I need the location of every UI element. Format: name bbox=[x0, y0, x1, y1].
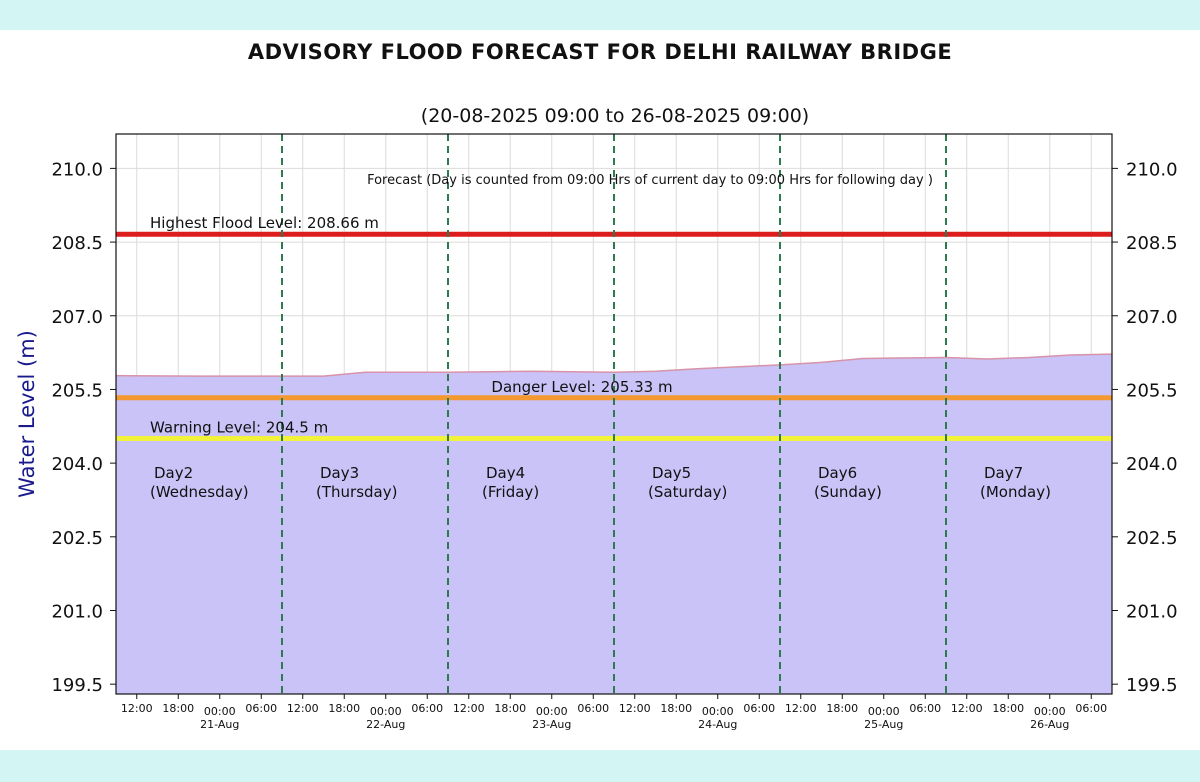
reference-line-label: Danger Level: 205.33 m bbox=[491, 378, 672, 396]
x-date-label: 22-Aug bbox=[366, 718, 405, 731]
x-tick-label: 18:00 bbox=[494, 702, 526, 715]
x-tick-label: 06:00 bbox=[743, 702, 775, 715]
y-tick-label-right: 205.5 bbox=[1126, 380, 1178, 401]
x-tick-label: 18:00 bbox=[328, 702, 360, 715]
day-dividers bbox=[281, 134, 947, 694]
day-label: Day6 bbox=[818, 464, 857, 482]
x-tick-label: 12:00 bbox=[287, 702, 319, 715]
y-tick-label-right: 199.5 bbox=[1126, 675, 1178, 696]
chart-subtitle: (20-08-2025 09:00 to 26-08-2025 09:00) bbox=[420, 105, 810, 127]
x-date-label: 26-Aug bbox=[1030, 718, 1069, 731]
day-label: Day2 bbox=[154, 464, 193, 482]
x-tick-label: 18:00 bbox=[992, 702, 1024, 715]
reference-line-label: Warning Level: 204.5 m bbox=[150, 419, 328, 437]
y-tick-label-left: 204.0 bbox=[51, 454, 103, 475]
reference-line-label: Highest Flood Level: 208.66 m bbox=[150, 214, 379, 232]
day-label: Day4 bbox=[486, 464, 525, 482]
x-tick-label: 06:00 bbox=[1075, 702, 1107, 715]
day-weekday-label: (Wednesday) bbox=[150, 483, 249, 501]
x-tick-label: 00:00 bbox=[204, 705, 236, 718]
x-tick-label: 12:00 bbox=[785, 702, 817, 715]
day-weekday-label: (Friday) bbox=[482, 483, 539, 501]
x-date-label: 25-Aug bbox=[864, 718, 903, 731]
x-tick-label: 00:00 bbox=[702, 705, 734, 718]
chart-title: ADVISORY FLOOD FORECAST FOR DELHI RAILWA… bbox=[247, 40, 953, 64]
y-tick-label-right: 207.0 bbox=[1126, 307, 1178, 328]
y-tick-label-right: 210.0 bbox=[1126, 159, 1178, 180]
x-tick-label: 18:00 bbox=[162, 702, 194, 715]
x-tick-label: 06:00 bbox=[411, 702, 443, 715]
x-tick-label: 12:00 bbox=[951, 702, 983, 715]
day-label: Day5 bbox=[652, 464, 691, 482]
forecast-line bbox=[115, 353, 1113, 377]
x-date-label: 23-Aug bbox=[532, 718, 571, 731]
axes: 199.5 199.5 201.0 201.0 202.5 202.5 204.0 204.0… bbox=[15, 133, 1178, 731]
x-tick-label: 06:00 bbox=[577, 702, 609, 715]
x-tick-label: 00:00 bbox=[370, 705, 402, 718]
x-tick-label: 18:00 bbox=[826, 702, 858, 715]
day-weekday-label: (Saturday) bbox=[648, 483, 727, 501]
y-tick-label-right: 202.5 bbox=[1126, 528, 1178, 549]
day-weekday-label: (Thursday) bbox=[316, 483, 397, 501]
x-tick-label: 12:00 bbox=[453, 702, 485, 715]
x-date-label: 24-Aug bbox=[698, 718, 737, 731]
x-tick-label: 06:00 bbox=[245, 702, 277, 715]
day-weekday-label: (Sunday) bbox=[814, 483, 882, 501]
x-tick-label: 12:00 bbox=[619, 702, 651, 715]
forecast-annotation: Forecast (Day is counted from 09:00 Hrs … bbox=[367, 173, 933, 188]
day-weekday-label: (Monday) bbox=[980, 483, 1051, 501]
chart-texts: Highest Flood Level: 208.66 m Danger Leve… bbox=[150, 173, 1051, 501]
x-tick-label: 00:00 bbox=[536, 705, 568, 718]
x-tick-label: 18:00 bbox=[660, 702, 692, 715]
x-tick-label: 00:00 bbox=[868, 705, 900, 718]
y-tick-label-left: 202.5 bbox=[51, 528, 103, 549]
y-tick-label-right: 208.5 bbox=[1126, 233, 1178, 254]
plot-frame bbox=[115, 133, 1113, 695]
y-tick-label-right: 201.0 bbox=[1126, 601, 1178, 622]
y-tick-label-right: 204.0 bbox=[1126, 454, 1178, 475]
y-axis-label: Water Level (m) bbox=[15, 330, 39, 498]
x-tick-label: 00:00 bbox=[1034, 705, 1066, 718]
y-tick-label-left: 201.0 bbox=[51, 601, 103, 622]
x-date-label: 21-Aug bbox=[200, 718, 239, 731]
y-tick-label-left: 199.5 bbox=[51, 675, 103, 696]
y-tick-label-left: 205.5 bbox=[51, 380, 103, 401]
y-tick-label-left: 207.0 bbox=[51, 307, 103, 328]
y-tick-label-left: 210.0 bbox=[51, 159, 103, 180]
x-tick-label: 06:00 bbox=[909, 702, 941, 715]
day-label: Day7 bbox=[984, 464, 1023, 482]
x-tick-label: 12:00 bbox=[121, 702, 153, 715]
y-tick-label-left: 208.5 bbox=[51, 233, 103, 254]
day-label: Day3 bbox=[320, 464, 359, 482]
